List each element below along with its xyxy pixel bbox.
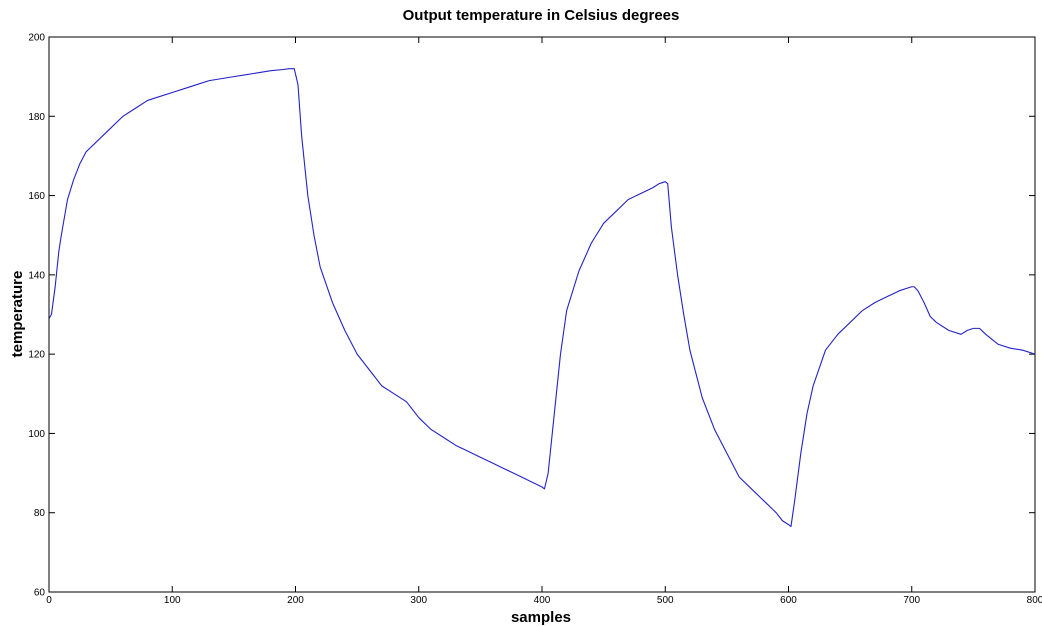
x-tick-label: 700 bbox=[903, 595, 920, 606]
chart-title: Output temperature in Celsius degrees bbox=[403, 7, 680, 24]
x-tick-label: 400 bbox=[534, 595, 551, 606]
x-tick-label: 300 bbox=[410, 595, 427, 606]
x-tick-label: 100 bbox=[164, 595, 181, 606]
y-tick-label: 180 bbox=[28, 112, 45, 123]
y-tick-label: 140 bbox=[28, 270, 45, 281]
x-tick-label: 500 bbox=[657, 595, 674, 606]
axes-box bbox=[48, 36, 1036, 593]
y-tick-label: 80 bbox=[34, 508, 46, 519]
y-tick-label: 60 bbox=[34, 588, 46, 599]
x-tick-label: 600 bbox=[780, 595, 797, 606]
plot-area bbox=[49, 37, 1035, 592]
y-axis-label: temperature bbox=[9, 271, 26, 358]
x-axis-label: samples bbox=[511, 609, 571, 626]
series-line-0 bbox=[48, 68, 1036, 528]
x-tick-label: 0 bbox=[46, 595, 52, 606]
y-tick-label: 100 bbox=[28, 429, 45, 440]
x-tick-label: 800 bbox=[1027, 595, 1042, 606]
x-tick-label: 200 bbox=[287, 595, 304, 606]
y-tick-label: 200 bbox=[28, 33, 45, 44]
tick-labels: 0 100 200 300 400 500 600 700 800 60 80 100 120 140 16… bbox=[28, 33, 1042, 607]
y-tick-label: 120 bbox=[28, 350, 45, 361]
series-layer bbox=[48, 68, 1036, 528]
y-tick-label: 160 bbox=[28, 191, 45, 202]
